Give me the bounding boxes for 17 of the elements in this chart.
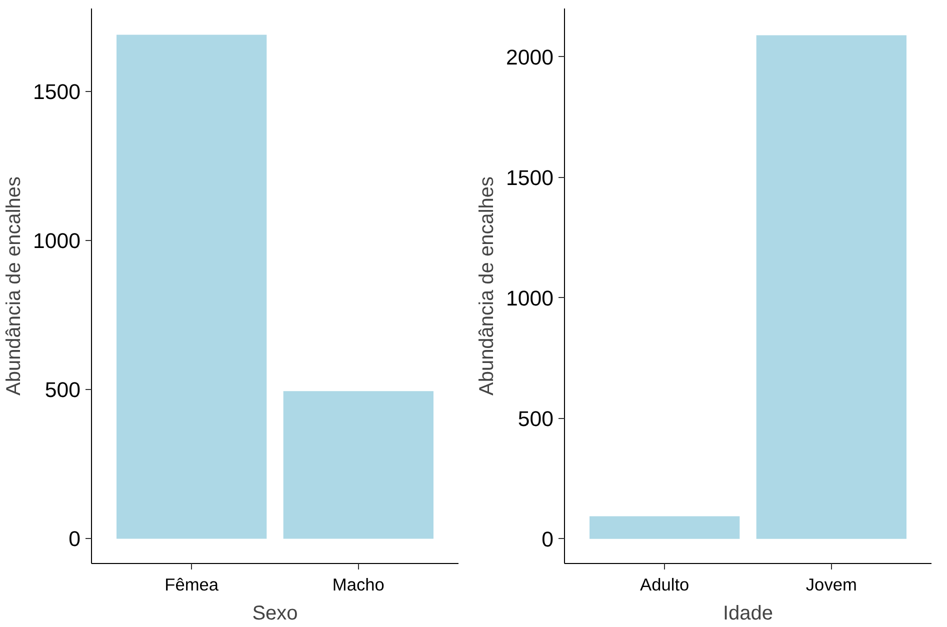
y-tick-label: 2000 [506,45,554,70]
y-tick-label: 0 [68,527,81,552]
y-tick-label: 0 [542,527,554,552]
y-tick-label: 500 [44,378,81,402]
y-tick-label: 1500 [33,80,81,104]
y-axis-title: Abundância de encalhes [3,176,26,396]
x-axis-title: Idade [722,602,774,624]
y-axis-title: Abundância de encalhes [476,176,498,396]
y-tick-label: 1500 [506,166,554,190]
x-tick-label: Jovem [806,574,857,594]
y-tick-label: 500 [518,406,554,431]
x-axis-title: Sexo [252,602,298,624]
y-tick-label: 1000 [33,229,81,254]
x-tick-label: Adulto [640,574,690,594]
x-tick-label: Macho [332,574,384,594]
y-tick-label: 1000 [506,286,554,310]
x-tick-label: Fêmea [164,574,219,594]
